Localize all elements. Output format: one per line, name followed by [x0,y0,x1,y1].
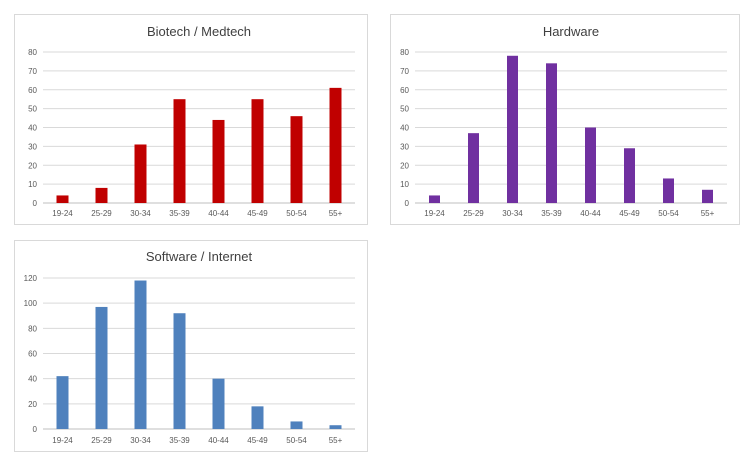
x-tick-label: 40-44 [580,209,601,218]
chart-title: Hardware [543,24,599,39]
y-tick-label: 20 [28,400,37,409]
x-tick-label: 30-34 [130,436,151,445]
bar-40-44 [585,127,596,203]
bar-19-24 [56,195,69,203]
bar-50-54 [290,116,303,203]
y-tick-label: 10 [28,180,37,189]
y-tick-label: 70 [28,67,37,76]
y-tick-label: 120 [24,274,38,283]
bar-50-54 [290,421,303,429]
x-tick-label: 50-54 [286,209,307,218]
x-tick-label: 40-44 [208,209,229,218]
y-tick-label: 50 [400,105,409,114]
bar-45-49 [251,406,264,429]
x-tick-label: 30-34 [502,209,523,218]
y-tick-label: 80 [28,48,37,57]
bar-35-39 [173,313,186,429]
y-tick-label: 20 [28,161,37,170]
bar-55+ [329,425,342,429]
y-tick-label: 40 [400,124,409,133]
x-tick-label: 45-49 [247,209,268,218]
y-tick-label: 40 [28,375,37,384]
x-tick-label: 35-39 [169,436,190,445]
x-tick-label: 55+ [329,436,343,445]
y-tick-label: 70 [400,67,409,76]
x-tick-label: 50-54 [658,209,679,218]
x-tick-label: 25-29 [463,209,484,218]
y-tick-label: 50 [28,105,37,114]
chart-hardware: Hardware 0 10 20 30 40 50 60 70 80 19-24 25-29 30-34… [390,14,740,225]
chart-biotech-medtech-svg: Biotech / Medtech 0 10 20 30 40 50 60 70 80 19-24 2… [28,24,355,218]
chart-title: Software / Internet [146,249,253,264]
x-tick-label: 40-44 [208,436,229,445]
bar-55+ [329,87,342,203]
x-tick-label: 45-49 [247,436,268,445]
bar-35-39 [546,63,557,204]
bar-30-34 [134,280,147,429]
bar-25-29 [95,187,108,203]
y-tick-label: 0 [33,199,38,208]
bar-30-34 [134,144,147,203]
bar-35-39 [173,99,186,203]
bar-19-24 [429,195,440,203]
x-tick-label: 55+ [701,209,715,218]
y-tick-label: 60 [28,86,37,95]
y-tick-label: 80 [400,48,409,57]
y-tick-label: 100 [24,299,38,308]
chart-software-internet-svg: Software / Internet 0 20 40 60 80 100 120 19-24 2… [24,249,355,445]
x-tick-label: 55+ [329,209,343,218]
bar-25-29 [95,306,108,429]
bar-55+ [702,189,713,203]
bar-19-24 [56,376,69,429]
bar-25-29 [468,133,479,203]
bar-50-54 [663,178,674,203]
x-tick-label: 35-39 [169,209,190,218]
x-tick-label: 25-29 [91,209,112,218]
y-tick-label: 30 [400,142,409,151]
y-tick-label: 20 [400,161,409,170]
y-tick-label: 10 [400,180,409,189]
x-tick-label: 30-34 [130,209,151,218]
x-tick-label: 45-49 [619,209,640,218]
y-tick-label: 30 [28,142,37,151]
x-tick-label: 19-24 [424,209,445,218]
y-tick-label: 40 [28,124,37,133]
bar-45-49 [251,99,264,203]
x-tick-label: 35-39 [541,209,562,218]
chart-biotech-medtech: Biotech / Medtech 0 10 20 30 40 50 60 70 80 19-24 2… [14,14,368,225]
chart-hardware-svg: Hardware 0 10 20 30 40 50 60 70 80 19-24 25-29 30-34… [400,24,727,218]
y-tick-label: 0 [33,425,38,434]
x-tick-label: 25-29 [91,436,112,445]
bar-40-44 [212,119,225,203]
y-tick-label: 60 [400,86,409,95]
y-tick-label: 0 [405,199,410,208]
bar-40-44 [212,378,225,429]
x-tick-label: 19-24 [52,436,73,445]
chart-title: Biotech / Medtech [147,24,251,39]
bar-30-34 [507,55,518,204]
chart-software-internet: Software / Internet 0 20 40 60 80 100 120 19-24 2… [14,240,368,452]
x-tick-label: 50-54 [286,436,307,445]
y-tick-label: 60 [28,350,37,359]
bar-45-49 [624,148,635,203]
x-tick-label: 19-24 [52,209,73,218]
y-tick-label: 80 [28,324,37,333]
